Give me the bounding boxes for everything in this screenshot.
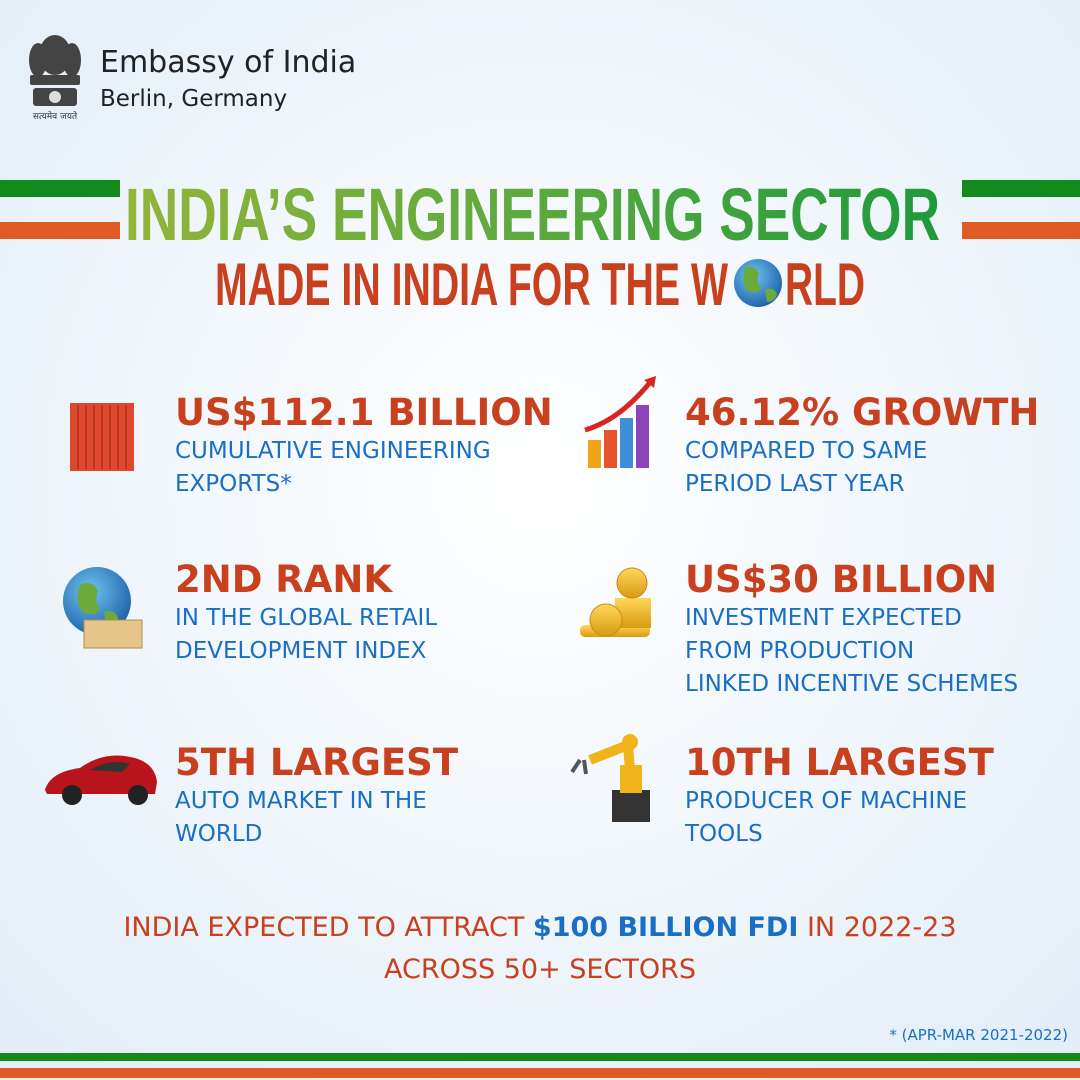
stat-description: PRODUCER OF MACHINE xyxy=(685,788,967,814)
stat-headline: 2ND RANK xyxy=(175,558,393,601)
stripe-orange xyxy=(0,1068,1080,1078)
robot-arm-icon xyxy=(570,734,650,822)
stat-headline: US$30 BILLION xyxy=(685,558,997,601)
organization: Embassy of India xyxy=(100,45,356,80)
rupee-coins-icon xyxy=(580,567,651,637)
location: Berlin, Germany xyxy=(100,86,287,112)
stat-description: CUMULATIVE ENGINEERING xyxy=(175,438,491,464)
stat-description: PERIOD LAST YEAR xyxy=(685,471,905,497)
subtitle-part: RLD xyxy=(785,251,865,318)
stripe-green xyxy=(962,180,1080,197)
stat-description: AUTO MARKET IN THE xyxy=(175,788,427,814)
stripe-green xyxy=(0,1053,1080,1061)
motto: सत्यमेव जयते xyxy=(33,110,78,122)
car-icon xyxy=(45,755,157,805)
footer-line: INDIA EXPECTED TO ATTRACT $100 BILLION F… xyxy=(123,912,956,943)
footer-line: ACROSS 50+ SECTORS xyxy=(384,954,696,985)
globe-icon xyxy=(734,259,782,307)
globe-box-icon xyxy=(63,567,143,649)
stripe-orange xyxy=(0,222,120,239)
footer-text: INDIA EXPECTED TO ATTRACT xyxy=(123,912,532,943)
stat-description: DEVELOPMENT INDEX xyxy=(175,638,427,664)
title: INDIA’S ENGINEERING SECTOR xyxy=(125,173,940,256)
stat-description: WORLD xyxy=(175,821,262,847)
stat-headline: 5TH LARGEST xyxy=(175,741,459,784)
stat-headline: US$112.1 BILLION xyxy=(175,391,553,434)
stat-description: LINKED INCENTIVE SCHEMES xyxy=(685,671,1018,697)
stat-headline: 10TH LARGEST xyxy=(685,741,995,784)
container-icon xyxy=(70,403,134,471)
stat-description: IN THE GLOBAL RETAIL xyxy=(175,605,437,631)
stat-description: INVESTMENT EXPECTED xyxy=(685,605,962,631)
growth-chart-icon xyxy=(584,376,656,468)
stripe-orange xyxy=(962,222,1080,239)
stat-description: COMPARED TO SAME xyxy=(685,438,927,464)
subtitle-part: MADE IN INDIA FOR THE W xyxy=(215,251,728,318)
stat-headline: 46.12% GROWTH xyxy=(685,391,1039,434)
stat-description: FROM PRODUCTION xyxy=(685,638,914,664)
emblem xyxy=(29,35,81,106)
note: * (APR-MAR 2021-2022) xyxy=(889,1026,1068,1044)
stripe-green xyxy=(0,180,120,197)
footer-text: IN 2022-23 xyxy=(798,912,956,943)
footer-highlight: $100 BILLION FDI xyxy=(533,912,798,943)
stat-description: TOOLS xyxy=(684,821,763,847)
stat-description: EXPORTS* xyxy=(175,471,292,497)
